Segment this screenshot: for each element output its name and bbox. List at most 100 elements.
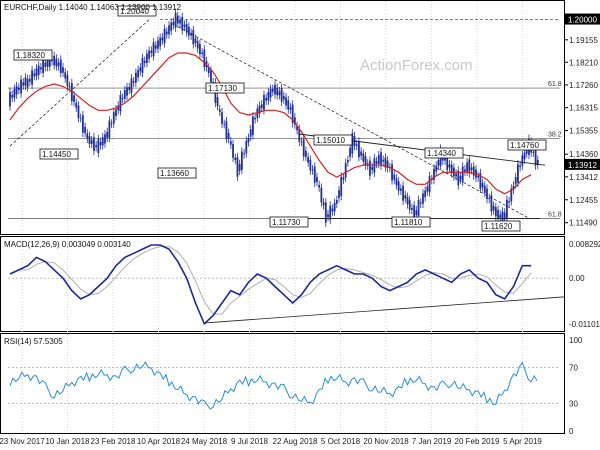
candle-body — [249, 129, 252, 137]
rsi-header: RSI(14) 57.5305 — [4, 337, 63, 346]
candle-body — [499, 214, 502, 218]
candle-body — [492, 205, 495, 211]
candle-body — [470, 167, 473, 170]
candle-body — [53, 55, 56, 66]
candle-body — [141, 57, 144, 74]
x-tick-label: 23 Nov 2017 — [0, 437, 45, 446]
trendline-up — [9, 18, 151, 147]
candle-body — [459, 175, 462, 180]
candle-body — [99, 142, 102, 146]
candle-body — [536, 159, 539, 165]
candle-body — [455, 173, 457, 177]
candle-body — [280, 88, 283, 102]
candle-body — [119, 94, 122, 112]
ema-line — [9, 52, 532, 195]
candle-body — [225, 121, 228, 139]
candle-body — [70, 83, 73, 102]
candle-body — [479, 173, 482, 189]
candle-body — [446, 155, 449, 170]
candle-body — [9, 91, 11, 107]
candle-body — [307, 157, 310, 163]
candle-body — [313, 166, 316, 183]
candle-body — [15, 86, 18, 95]
candle-body — [199, 44, 201, 55]
level-box — [157, 167, 197, 179]
level-label: 1.11730 — [272, 218, 301, 227]
candle-body — [302, 139, 305, 157]
candle-body — [117, 105, 120, 111]
candle-body — [417, 199, 420, 217]
candle-body — [48, 56, 51, 67]
candle-body — [11, 94, 14, 98]
candle-body — [139, 67, 142, 72]
candle-body — [532, 151, 535, 153]
y-tick-label: 1.16315 — [569, 104, 598, 113]
candle-body — [338, 190, 340, 198]
candle-body — [154, 45, 157, 49]
y-tick-label: 1.17260 — [569, 81, 598, 90]
candle-body — [369, 160, 371, 176]
candle-body — [397, 181, 400, 191]
candle-body — [411, 208, 413, 210]
candle-body — [84, 126, 86, 133]
candle-body — [437, 160, 440, 166]
candle-body — [291, 104, 294, 124]
level-label: 1.11620 — [484, 222, 513, 231]
candle-body — [278, 91, 281, 96]
trendline-down — [177, 26, 529, 219]
candle-body — [192, 29, 195, 45]
candle-body — [221, 112, 223, 124]
candle-body — [243, 153, 245, 155]
candle-body — [216, 97, 219, 107]
x-tick-label: 5 Oct 2018 — [321, 437, 361, 446]
candle-body — [512, 185, 515, 190]
candle-body — [245, 140, 248, 154]
candle-body — [322, 202, 325, 206]
rsi-line — [9, 360, 538, 410]
level-label: 1.17130 — [208, 84, 237, 93]
candle-body — [108, 120, 111, 138]
candle-body — [232, 144, 234, 158]
candle-body — [371, 166, 374, 170]
candle-body — [329, 205, 332, 220]
candle-body — [46, 59, 49, 67]
macd-trendline — [204, 296, 566, 324]
candle-body — [159, 37, 162, 47]
candle-body — [408, 199, 411, 210]
candle-body — [523, 152, 526, 160]
candle-body — [22, 82, 25, 86]
macd-panel-frame — [0, 236, 565, 332]
candle-body — [472, 166, 475, 176]
level-tag-box — [565, 13, 600, 25]
candle-body — [90, 140, 93, 144]
candle-body — [44, 62, 47, 67]
candle-body — [344, 162, 347, 178]
candle-body — [234, 157, 237, 161]
candle-body — [415, 210, 418, 216]
candle-body — [413, 205, 416, 221]
candle-body — [276, 87, 279, 96]
candle-body — [380, 152, 382, 166]
candle-body — [375, 161, 378, 164]
candle-body — [179, 19, 181, 24]
candle-body — [395, 178, 398, 186]
candle-body — [435, 165, 438, 172]
candle-body — [88, 136, 91, 144]
candle-body — [461, 166, 464, 182]
fib-label: 61.8 — [548, 212, 562, 219]
candle-body — [42, 59, 45, 74]
candle-body — [324, 202, 327, 223]
candle-body — [525, 149, 528, 154]
candle-body — [31, 70, 33, 85]
candle-body — [68, 85, 71, 87]
candle-body — [66, 75, 69, 87]
candle-body — [183, 24, 186, 27]
macd-signal-line — [9, 245, 532, 315]
level-box — [424, 147, 464, 159]
candle-body — [218, 109, 221, 112]
candle-body — [517, 164, 519, 183]
candle-body — [64, 72, 67, 79]
level-label: 1.15010 — [316, 136, 345, 145]
candle-body — [128, 86, 131, 90]
grid — [21, 1, 523, 433]
